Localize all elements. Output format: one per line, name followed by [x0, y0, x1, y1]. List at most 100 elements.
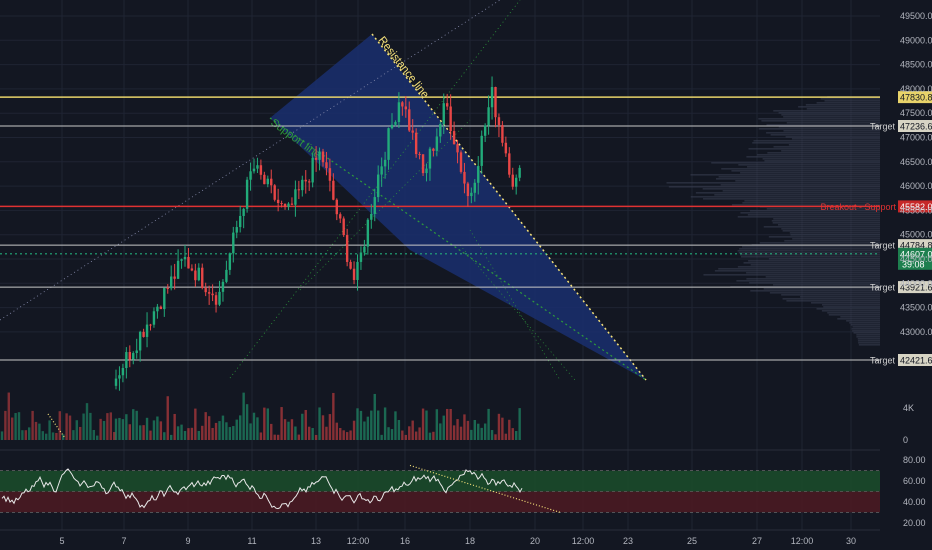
candle[interactable] [394, 122, 397, 125]
candle[interactable] [414, 132, 418, 155]
candle[interactable] [363, 246, 366, 253]
candle[interactable] [242, 208, 245, 216]
candle[interactable] [273, 185, 276, 200]
candle[interactable] [252, 168, 256, 172]
candle[interactable] [435, 136, 439, 151]
rsi-pane[interactable]: 20.00 40.00 60.00 80.00 [0, 455, 926, 528]
candle[interactable] [276, 199, 280, 204]
candle[interactable] [314, 157, 318, 160]
candle[interactable] [380, 166, 383, 175]
candle[interactable] [442, 103, 445, 124]
candle[interactable] [187, 256, 190, 269]
candle[interactable] [477, 165, 480, 183]
candle[interactable] [466, 183, 470, 197]
candle[interactable] [418, 154, 421, 156]
candle[interactable] [494, 86, 497, 118]
candle[interactable] [142, 331, 145, 337]
candle[interactable] [511, 174, 514, 187]
candle[interactable] [452, 131, 456, 145]
candle[interactable] [332, 180, 335, 200]
candle[interactable] [159, 306, 163, 310]
candle[interactable] [280, 203, 283, 205]
candle[interactable] [228, 253, 232, 270]
candle[interactable] [197, 267, 200, 281]
candle[interactable] [118, 375, 121, 379]
candle[interactable] [390, 124, 394, 129]
candle[interactable] [518, 167, 521, 178]
candle[interactable] [156, 306, 159, 312]
candle[interactable] [501, 125, 504, 143]
candles[interactable] [114, 76, 521, 391]
candle[interactable] [211, 293, 214, 296]
candle[interactable] [318, 151, 321, 160]
candle[interactable] [232, 232, 235, 254]
candle[interactable] [138, 331, 142, 351]
candle[interactable] [463, 171, 466, 184]
candle[interactable] [294, 189, 297, 205]
candle[interactable] [266, 178, 269, 185]
candle[interactable] [301, 179, 304, 191]
candle[interactable] [207, 292, 211, 294]
time-axis[interactable]: 5 7 9 11 13 12:00 16 18 20 12:00 23 25 27 12:00 30 [59, 536, 856, 546]
candle[interactable] [221, 281, 225, 292]
candle[interactable] [359, 252, 363, 262]
candle[interactable] [214, 295, 218, 305]
candle[interactable] [352, 268, 356, 280]
candle[interactable] [328, 168, 332, 181]
candle[interactable] [373, 197, 376, 214]
candle[interactable] [125, 352, 128, 369]
candle[interactable] [370, 213, 373, 220]
candle[interactable] [180, 259, 183, 261]
candle[interactable] [349, 261, 352, 269]
candle[interactable] [490, 86, 494, 108]
rsi-line[interactable] [1, 468, 523, 510]
candle[interactable] [297, 189, 301, 191]
support-trendline[interactable] [269, 117, 647, 381]
candle[interactable] [183, 256, 187, 260]
candle[interactable] [449, 106, 452, 132]
candle[interactable] [325, 162, 328, 169]
candle[interactable] [504, 142, 508, 154]
candle[interactable] [345, 235, 349, 262]
candle[interactable] [508, 153, 511, 175]
candle[interactable] [404, 106, 407, 110]
candle[interactable] [145, 324, 149, 337]
candle[interactable] [239, 215, 242, 228]
candle[interactable] [456, 144, 459, 153]
candle[interactable] [170, 276, 173, 289]
candle[interactable] [163, 287, 166, 310]
candle[interactable] [114, 378, 118, 386]
candle[interactable] [497, 117, 501, 126]
candle[interactable] [483, 125, 487, 136]
candle[interactable] [439, 123, 442, 137]
candle[interactable] [225, 269, 228, 282]
candle[interactable] [287, 203, 290, 207]
candle[interactable] [135, 350, 138, 354]
candle[interactable] [377, 174, 380, 198]
candle[interactable] [283, 203, 287, 207]
candle[interactable] [339, 214, 342, 219]
candle[interactable] [204, 287, 207, 293]
candle[interactable] [470, 192, 473, 197]
candle[interactable] [201, 267, 204, 288]
candle[interactable] [121, 368, 125, 376]
candle[interactable] [366, 219, 370, 247]
candle[interactable] [356, 261, 359, 280]
candle[interactable] [256, 165, 259, 169]
candle[interactable] [408, 109, 411, 131]
candle[interactable] [218, 291, 221, 305]
candle[interactable] [128, 352, 131, 360]
candle[interactable] [259, 165, 263, 175]
candle[interactable] [311, 157, 314, 183]
candle[interactable] [176, 260, 180, 279]
candle[interactable] [304, 179, 307, 182]
candle[interactable] [290, 203, 294, 205]
candle[interactable] [421, 154, 425, 174]
price-axis[interactable]: 43000.00 43500.00 44000.00 44500.00 45000.00… [900, 11, 932, 445]
candle[interactable] [473, 182, 476, 193]
candle[interactable] [480, 135, 483, 166]
candle[interactable] [387, 128, 390, 160]
candle[interactable] [335, 199, 338, 215]
candle[interactable] [321, 151, 325, 163]
